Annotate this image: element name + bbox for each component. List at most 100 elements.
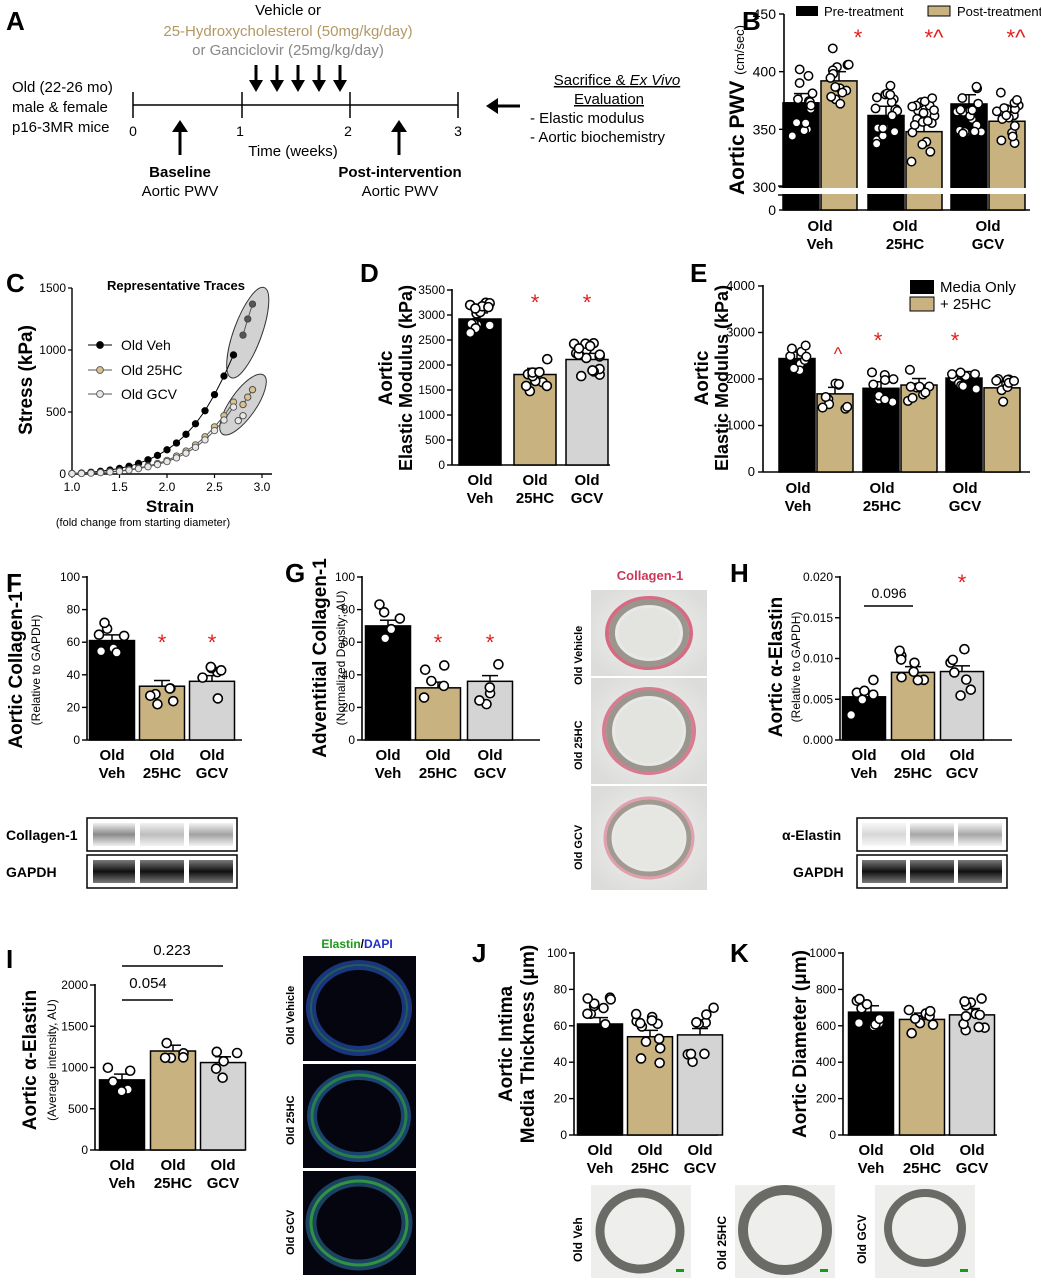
y-tick-label: 1500 [418,383,445,397]
data-point [68,469,76,478]
data-point [871,138,882,149]
data-point [904,364,915,375]
blot-band [140,860,184,883]
y-tick-label: 2000 [61,978,88,992]
category-label: Veh [109,1175,136,1192]
data-point [929,105,939,116]
x-tick-label: 1.0 [64,480,81,494]
data-point [793,94,803,105]
data-point [573,343,585,354]
fluorescence-panel [303,1064,416,1168]
data-point [826,91,837,102]
data-point [845,709,857,721]
data-point [866,367,878,378]
data-point [957,93,968,104]
data-point [905,381,916,392]
data-point [794,64,805,75]
data-point [909,1013,921,1024]
category-label: Old [523,472,548,489]
data-point [464,327,476,339]
data-point [794,78,805,88]
data-point [995,87,1006,98]
y-axis-sublabel: (Relative to GAPDH) [29,615,43,726]
panel-k-diameter-chart: 02004006008001000OldVehOld25HCOldGCVAort… [790,946,997,1177]
baseline-label: Baseline [149,164,211,181]
y-tick-label: 100 [547,946,567,960]
bar [149,1050,197,1151]
data-point [835,98,846,109]
data-point [102,1062,114,1074]
data-point [971,383,982,395]
data-point [957,128,968,139]
blot-label: Collagen-1 [6,827,78,843]
histology-label: Old 25HC [573,720,585,770]
dose-arrow-head [333,80,347,92]
data-point [646,1015,658,1026]
data-point [786,343,797,354]
y-tick-label: 2000 [726,371,755,386]
data-point [894,645,905,657]
data-point [887,110,898,121]
category-label: Old [786,480,811,497]
data-point [969,369,981,380]
data-point [825,73,836,83]
data-point [600,1019,611,1030]
category-label: Veh [375,765,402,782]
data-point [917,139,928,150]
y-tick-label: 1500 [39,281,66,295]
significance-mark: * [434,630,443,655]
blot-band [910,823,954,846]
y-tick-label: 450 [753,6,777,22]
data-point [534,366,545,378]
data-point [907,392,918,403]
legend-marker [96,341,104,349]
axis-break [776,188,1032,194]
data-point [654,1057,665,1069]
data-point [87,469,95,477]
y-axis-sublabel: Elastic Modulus (kPa) [396,285,416,471]
data-point [231,1047,243,1059]
dose-arrow-head [270,80,284,92]
data-point [239,331,247,339]
data-point [914,381,925,392]
histology-panel [591,678,707,784]
data-point [974,1009,986,1021]
y-axis-label: Aortic [692,350,713,405]
histology-label: Old GCV [855,1215,869,1264]
data-point [96,468,105,477]
y-tick-label: 0.000 [803,733,833,747]
fluorescence-label: Old 25HC [285,1095,297,1145]
y-axis-label: Adventitial Collagen-1 [310,558,331,758]
data-point [854,993,865,1005]
category-label: GCV [946,765,979,782]
fluorescence-i: Elastin/DAPI Old Vehicle Old 25HC Old GC… [285,937,416,1275]
elastin-title: Elastin [321,937,360,951]
histology-panel [591,590,707,676]
bar [898,1018,946,1136]
panel-letter: G [285,558,305,588]
data-point [77,469,86,478]
category-label: Veh [785,498,812,515]
data-point [868,674,879,686]
panel-h-elastin-chart: 0.0000.0050.0100.0150.020OldVehOld25HC*O… [766,570,1012,782]
data-point [191,420,200,428]
data-point [587,365,598,376]
legend-swatch [796,6,818,16]
data-point [167,695,179,707]
panel-d-modulus-chart: 0500100015002000250030003500OldVeh*Old25… [376,283,610,507]
data-point [379,632,391,644]
gcv-text: or Ganciclovir (25mg/kg/day) [192,42,384,59]
dose-arrow-head [291,80,305,92]
significance-mark: * [531,290,540,315]
category-label: Old [808,218,833,235]
significance-mark: * [158,630,167,655]
data-point [871,92,882,103]
data-point [885,89,896,100]
data-point [867,689,879,700]
category-label: Old [468,472,493,489]
blot-label: GAPDH [793,864,844,880]
y-tick-label: 1000 [726,418,755,433]
bar [576,1023,624,1136]
data-point [493,659,504,670]
data-point [820,391,831,403]
